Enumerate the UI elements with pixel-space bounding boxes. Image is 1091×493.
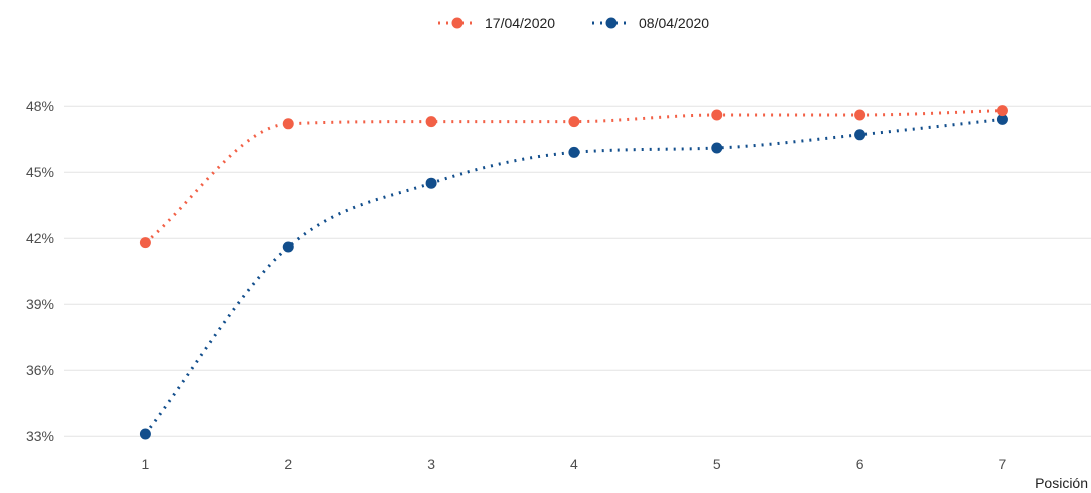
x-tick-label: 5 — [713, 456, 721, 472]
data-point — [711, 109, 723, 121]
data-point — [711, 142, 723, 154]
legend-item: 08/04/2020 — [592, 15, 709, 31]
x-tick-label: 6 — [856, 456, 864, 472]
data-point — [996, 105, 1008, 117]
x-tick-label: 1 — [142, 456, 150, 472]
data-point — [568, 146, 580, 158]
legend-point-key — [605, 17, 617, 29]
legend: 17/04/2020 08/04/2020 — [438, 15, 709, 31]
data-point — [425, 177, 437, 189]
data-points — [139, 105, 1008, 440]
y-tick-label: 48% — [26, 98, 54, 114]
grid-lines — [64, 105, 1091, 437]
legend-label: 17/04/2020 — [485, 15, 555, 31]
y-tick-label: 39% — [26, 296, 54, 312]
y-axis-tick-labels: 33% 36% 39% 42% 45% 48% — [26, 98, 54, 444]
data-point — [425, 116, 437, 128]
x-tick-label: 7 — [999, 456, 1007, 472]
legend-item: 17/04/2020 — [438, 15, 555, 31]
data-point — [568, 116, 580, 128]
y-tick-label: 33% — [26, 428, 54, 444]
data-point — [139, 428, 151, 440]
trend-line — [144, 109, 1003, 244]
x-axis-title: Posición — [1035, 475, 1088, 491]
x-tick-label: 2 — [284, 456, 292, 472]
y-tick-label: 42% — [26, 230, 54, 246]
data-point — [854, 109, 866, 121]
x-tick-label: 4 — [570, 456, 578, 472]
trend-lines — [144, 109, 1003, 435]
legend-label: 08/04/2020 — [639, 15, 709, 31]
x-tick-label: 3 — [427, 456, 435, 472]
data-point — [282, 118, 294, 130]
data-point — [996, 113, 1008, 125]
data-point — [139, 237, 151, 249]
legend-point-key — [451, 17, 463, 29]
trend-line — [144, 117, 1003, 435]
y-tick-label: 45% — [26, 164, 54, 180]
data-point — [854, 129, 866, 141]
y-tick-label: 36% — [26, 362, 54, 378]
data-point — [282, 241, 294, 253]
x-axis-tick-labels: 1 2 3 4 5 6 7 — [142, 456, 1007, 472]
